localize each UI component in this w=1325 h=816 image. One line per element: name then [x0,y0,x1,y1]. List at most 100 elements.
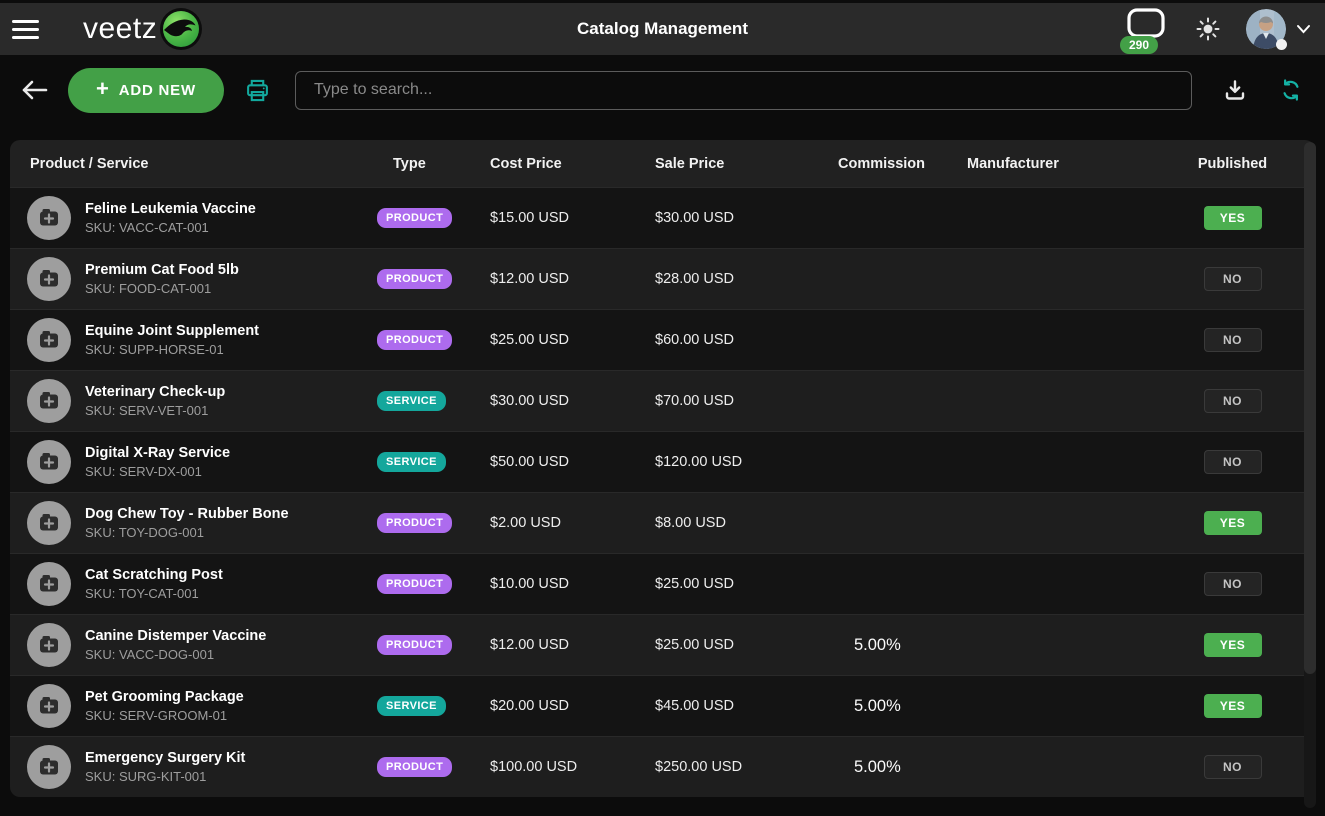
published-badge[interactable]: YES [1203,694,1262,718]
add-new-label: ADD NEW [118,81,196,99]
scrollbar-thumb[interactable] [1304,142,1316,674]
sale-price: $25.00 USD [655,576,734,592]
catalog-table: Product / Service Type Cost Price Sale P… [10,140,1315,797]
product-name: Equine Joint Supplement [85,323,260,339]
add-photo-icon[interactable] [27,196,71,240]
table-row[interactable]: Cat Scratching Post SKU: TOY-CAT-001 PRO… [10,553,1315,614]
brand: veetz [83,7,203,51]
add-photo-icon[interactable] [27,684,71,728]
type-cell: PRODUCT [377,330,480,350]
published-badge[interactable]: NO [1203,267,1262,291]
add-photo-icon[interactable] [27,440,71,484]
add-photo-icon[interactable] [27,501,71,545]
search-input[interactable] [295,70,1192,110]
type-cell: PRODUCT [377,208,480,228]
sale-price: $45.00 USD [655,698,734,714]
app-header: veetz Catalog Management [0,3,1325,55]
chevron-down-icon[interactable] [1296,24,1311,34]
table-row[interactable]: Pet Grooming Package SKU: SERV-GROOM-01 … [10,675,1315,736]
column-header-type: Type [393,155,426,172]
product-sku: SKU: SERV-DX-001 [85,464,202,479]
cost-price: $15.00 USD [490,210,569,226]
sale-price: $8.00 USD [655,515,726,531]
avatar-status-dot [1276,39,1287,50]
published-cell: YES [1150,511,1315,535]
table-row[interactable]: Dog Chew Toy - Rubber Bone SKU: TOY-DOG-… [10,492,1315,553]
user-avatar[interactable] [1246,9,1287,50]
vertical-scrollbar[interactable] [1304,142,1316,808]
table-row[interactable]: Canine Distemper Vaccine SKU: VACC-DOG-0… [10,614,1315,675]
published-badge[interactable]: YES [1203,633,1262,657]
table-header-row: Product / Service Type Cost Price Sale P… [10,140,1315,187]
product-name: Feline Leukemia Vaccine [85,201,256,217]
brand-logo-icon [159,7,203,51]
type-badge: PRODUCT [377,513,453,533]
commission-value: 5.00% [854,635,901,654]
header-actions: 290 [1120,7,1325,54]
cost-price: $50.00 USD [490,454,569,470]
download-icon[interactable] [1223,78,1247,102]
type-badge: PRODUCT [377,208,453,228]
commission-value: 5.00% [854,696,901,715]
published-cell: NO [1150,755,1315,779]
hamburger-menu-icon[interactable] [12,15,39,44]
cost-price: $12.00 USD [490,271,569,287]
monitor-icon [1127,8,1165,38]
add-photo-icon[interactable] [27,257,71,301]
product-cell: Emergency Surgery Kit SKU: SURG-KIT-001 [10,745,377,789]
sale-price: $250.00 USD [655,759,743,775]
type-cell: SERVICE [377,452,480,472]
refresh-icon[interactable] [1280,78,1302,102]
published-badge[interactable]: YES [1203,206,1262,230]
published-badge[interactable]: NO [1203,450,1262,474]
add-photo-icon[interactable] [27,379,71,423]
published-cell: NO [1150,450,1315,474]
back-arrow-icon[interactable] [20,79,48,101]
sale-price: $60.00 USD [655,332,734,348]
type-badge: PRODUCT [377,635,453,655]
add-photo-icon[interactable] [27,745,71,789]
table-row[interactable]: Emergency Surgery Kit SKU: SURG-KIT-001 … [10,736,1315,797]
table-row[interactable]: Premium Cat Food 5lb SKU: FOOD-CAT-001 P… [10,248,1315,309]
product-sku: SKU: VACC-DOG-001 [85,647,215,662]
add-photo-icon[interactable] [27,623,71,667]
published-cell: NO [1150,389,1315,413]
display-sessions-icon[interactable]: 290 [1120,7,1168,54]
table-row[interactable]: Feline Leukemia Vaccine SKU: VACC-CAT-00… [10,187,1315,248]
product-sku: SKU: SERV-VET-001 [85,403,209,418]
published-badge[interactable]: NO [1203,572,1262,596]
product-cell: Equine Joint Supplement SKU: SUPP-HORSE-… [10,318,377,362]
table-row[interactable]: Veterinary Check-up SKU: SERV-VET-001 SE… [10,370,1315,431]
cost-price: $2.00 USD [490,515,561,531]
cost-price: $10.00 USD [490,576,569,592]
published-cell: NO [1150,572,1315,596]
product-cell: Veterinary Check-up SKU: SERV-VET-001 [10,379,377,423]
published-badge[interactable]: NO [1203,389,1262,413]
product-sku: SKU: SURG-KIT-001 [85,769,207,784]
print-icon[interactable] [245,78,270,103]
product-name: Veterinary Check-up [85,384,226,400]
brightness-theme-icon[interactable] [1196,17,1220,41]
product-cell: Pet Grooming Package SKU: SERV-GROOM-01 [10,684,377,728]
add-photo-icon[interactable] [27,318,71,362]
add-new-button[interactable]: + ADD NEW [68,67,224,113]
cost-price: $25.00 USD [490,332,569,348]
product-cell: Digital X-Ray Service SKU: SERV-DX-001 [10,440,377,484]
published-badge[interactable]: NO [1203,328,1262,352]
commission-value: 5.00% [854,757,901,776]
product-name: Pet Grooming Package [85,689,244,705]
add-photo-icon[interactable] [27,562,71,606]
published-cell: YES [1150,206,1315,230]
product-name: Digital X-Ray Service [85,445,231,461]
published-badge[interactable]: NO [1203,755,1262,779]
cost-price: $30.00 USD [490,393,569,409]
cost-price: $100.00 USD [490,759,578,775]
sale-price: $120.00 USD [655,454,743,470]
type-cell: SERVICE [377,391,480,411]
type-badge: PRODUCT [377,574,453,594]
table-row[interactable]: Digital X-Ray Service SKU: SERV-DX-001 S… [10,431,1315,492]
published-badge[interactable]: YES [1203,511,1262,535]
cost-price: $12.00 USD [490,637,569,653]
table-row[interactable]: Equine Joint Supplement SKU: SUPP-HORSE-… [10,309,1315,370]
type-badge: SERVICE [377,452,446,472]
